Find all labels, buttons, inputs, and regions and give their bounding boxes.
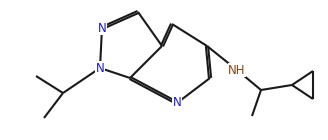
Text: N: N xyxy=(98,22,106,34)
Text: N: N xyxy=(173,96,181,109)
Text: NH: NH xyxy=(228,64,246,76)
Text: N: N xyxy=(96,61,104,74)
